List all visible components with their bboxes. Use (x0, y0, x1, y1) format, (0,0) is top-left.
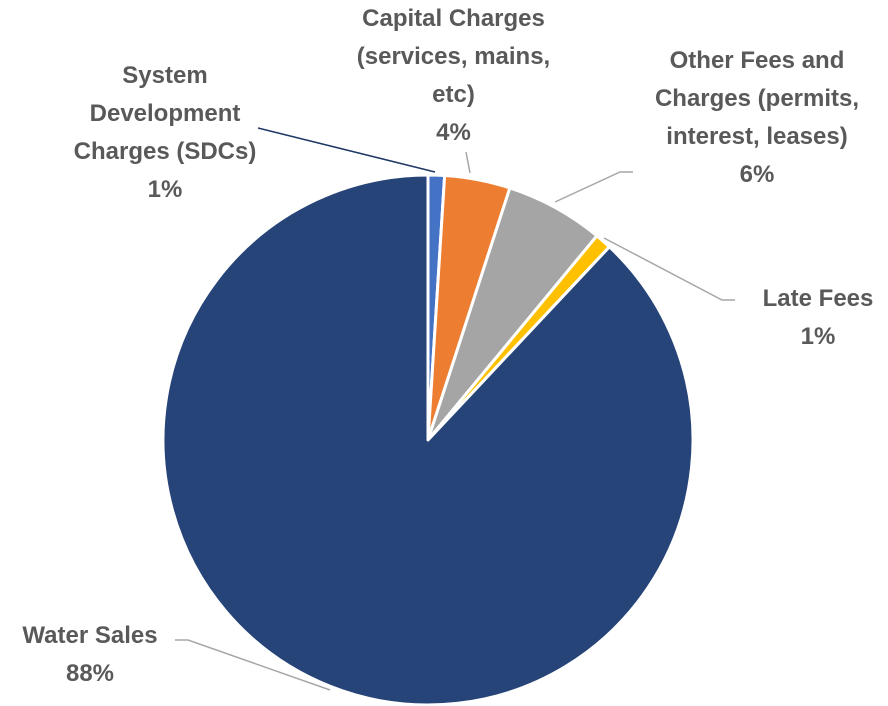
percent-label: 4% (436, 119, 471, 146)
percent-label: 1% (147, 176, 183, 203)
category-name: Other Fees and Charges (permits, interes… (654, 47, 860, 150)
leader-line (175, 639, 331, 691)
slices (161, 173, 695, 706)
percent-label: 1% (800, 323, 836, 350)
slice (161, 173, 695, 706)
slice-label: System Development Charges (SDCs) 1% (65, 57, 265, 209)
leader-line (554, 171, 633, 203)
category-name: Late Fees (762, 285, 874, 312)
percent-label: 88% (65, 660, 115, 687)
slice-label: Late Fees 1% (748, 280, 888, 356)
slice-label: Capital Charges (services, mains, etc) 4% (341, 0, 566, 152)
leader-line (603, 237, 735, 301)
category-name: Capital Charges (services, mains, etc) (356, 5, 551, 108)
percent-label: 6% (739, 161, 775, 188)
category-name: System Development Charges (SDCs) (73, 62, 257, 165)
slice-label: Water Sales 88% (0, 617, 180, 693)
leader-line (465, 151, 471, 174)
slice-label: Other Fees and Charges (permits, interes… (637, 42, 877, 194)
category-name: Water Sales (22, 622, 158, 649)
leader-line (257, 127, 436, 173)
